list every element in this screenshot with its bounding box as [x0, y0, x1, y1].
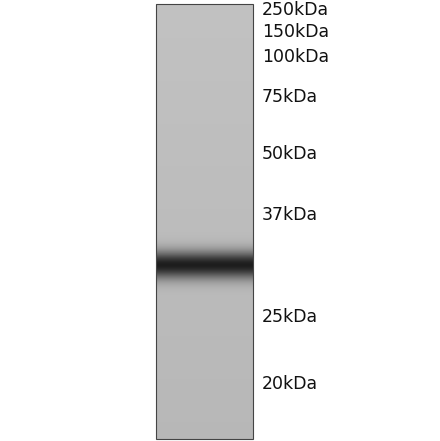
Text: 100kDa: 100kDa	[262, 49, 329, 66]
Text: 250kDa: 250kDa	[262, 1, 329, 19]
Text: 37kDa: 37kDa	[262, 206, 318, 224]
Text: 150kDa: 150kDa	[262, 23, 329, 41]
Text: 25kDa: 25kDa	[262, 308, 318, 325]
Bar	[156, 4, 253, 439]
Text: 50kDa: 50kDa	[262, 146, 318, 163]
Text: 75kDa: 75kDa	[262, 88, 318, 106]
Text: 20kDa: 20kDa	[262, 375, 318, 392]
